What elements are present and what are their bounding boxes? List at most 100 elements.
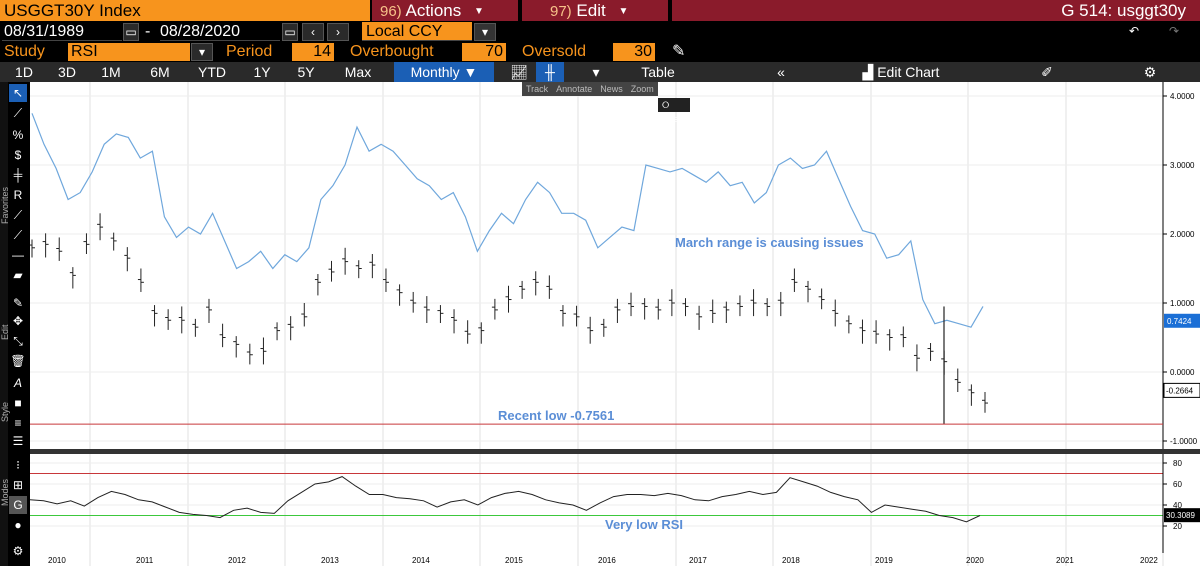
popup-annotate-button[interactable]: Annotate bbox=[552, 82, 597, 96]
trend-tool-icon[interactable]: ⟋ bbox=[13, 228, 23, 242]
x-tick-label: 2010 bbox=[48, 556, 66, 565]
last-price-badge-blue bbox=[1164, 313, 1200, 328]
edit-label: Edit bbox=[576, 1, 606, 20]
actions-menu[interactable]: 96) Actions ▼ bbox=[372, 0, 518, 21]
chart-area[interactable]: 4.0000 3.0000 2.0000 1.0000 0.0000 -1.0000 0.7… bbox=[30, 82, 1200, 566]
popup-zoom-button[interactable]: Zoom bbox=[626, 82, 658, 96]
pointer-icon[interactable]: ↖ bbox=[9, 84, 27, 102]
line-weight-icon[interactable]: ☰ bbox=[12, 434, 24, 448]
gear-icon[interactable]: ⚙ bbox=[1143, 64, 1157, 80]
range-1y-button[interactable]: 1Y bbox=[253, 64, 271, 80]
resize-icon[interactable]: ⤡ bbox=[13, 334, 23, 348]
edit-number: 97) bbox=[550, 3, 572, 20]
currency-select[interactable]: Local CCY bbox=[362, 22, 472, 41]
draw-tool-icon[interactable]: ⟋ bbox=[13, 208, 23, 222]
popup-news-button[interactable]: News bbox=[596, 82, 627, 96]
ticker-field[interactable]: USGGT30Y Index bbox=[0, 0, 370, 21]
dollar-tool-icon[interactable]: $ bbox=[14, 148, 22, 162]
next-period-button[interactable]: › bbox=[327, 23, 349, 41]
table-button[interactable]: Table bbox=[641, 64, 675, 80]
x-tick-label: 2019 bbox=[875, 556, 893, 565]
period-input[interactable]: 14 bbox=[292, 43, 334, 61]
fib-tool-icon[interactable]: ╪ bbox=[13, 168, 23, 182]
range-5y-button[interactable]: 5Y bbox=[297, 64, 315, 80]
line-tool-icon[interactable]: ⟋ bbox=[13, 106, 23, 120]
start-date-field[interactable]: 08/31/1989 bbox=[2, 22, 122, 41]
style-side-label: Style bbox=[0, 401, 10, 422]
chevron-down-icon[interactable]: ▾ bbox=[474, 23, 496, 41]
x-tick-label: 2018 bbox=[782, 556, 800, 565]
range-tool-icon[interactable]: R bbox=[13, 188, 23, 202]
x-tick-label: 2015 bbox=[505, 556, 523, 565]
x-axis-strip bbox=[30, 553, 1200, 566]
channel-tool-icon[interactable]: ▰ bbox=[13, 268, 23, 282]
trash-icon[interactable]: 🗑︎ bbox=[10, 354, 26, 368]
modes-side-label: Modes bbox=[0, 478, 10, 506]
overbought-input[interactable]: 70 bbox=[462, 43, 506, 61]
actions-label: Actions bbox=[405, 1, 462, 20]
line-style-icon[interactable]: ≡ bbox=[14, 416, 22, 430]
palette-icon[interactable]: ● bbox=[14, 518, 22, 532]
pencil-icon[interactable]: ✎ bbox=[672, 43, 686, 60]
calendar-icon[interactable]: ▭ bbox=[282, 23, 298, 41]
x-tick-label: 2021 bbox=[1056, 556, 1074, 565]
favorites-label: Favorites bbox=[0, 186, 10, 224]
range-max-button[interactable]: Max bbox=[344, 64, 372, 80]
collapse-icon[interactable]: « bbox=[777, 64, 785, 80]
last-price-badge-black bbox=[1163, 382, 1200, 398]
annotate-icon[interactable]: ✐ bbox=[1041, 64, 1053, 80]
edit-side-label: Edit bbox=[0, 324, 10, 340]
range-6m-button[interactable]: 6M bbox=[150, 64, 170, 80]
x-tick-label: 2020 bbox=[966, 556, 984, 565]
pen-icon[interactable]: ✎ bbox=[12, 296, 24, 310]
bar-chart-icon[interactable]: ╫ bbox=[536, 62, 564, 82]
annotation-march-range: March range is causing issues bbox=[675, 235, 864, 250]
undo-icon[interactable]: ↶ bbox=[1120, 23, 1148, 41]
color-swatch-icon[interactable]: ■ bbox=[14, 396, 22, 410]
annotation-recent-low: Recent low -0.7561 bbox=[498, 408, 614, 423]
range-3d-button[interactable]: 3D bbox=[58, 64, 76, 80]
calendar-icon[interactable]: ▭ bbox=[123, 23, 139, 41]
x-tick-label: 2022 bbox=[1140, 556, 1158, 565]
percent-tool-icon[interactable]: % bbox=[12, 128, 24, 142]
popup-track-button[interactable]: Track bbox=[522, 82, 553, 96]
line-chart-icon[interactable]: 📈︎ bbox=[510, 64, 528, 80]
annotation-very-low-rsi: Very low RSI bbox=[605, 517, 683, 532]
chevron-down-icon[interactable]: ▾ bbox=[592, 64, 600, 80]
study-select[interactable]: RSI bbox=[68, 43, 190, 61]
y-tick-label: 3.0000 bbox=[1170, 161, 1195, 170]
frequency-label: Monthly bbox=[410, 64, 460, 80]
reset-button[interactable]: ⭘ Reset bbox=[658, 98, 690, 124]
crosshair-mode-icon[interactable]: ⁝ bbox=[16, 458, 20, 472]
function-code: G 514: usggt30y bbox=[672, 0, 1200, 21]
rsi-line bbox=[30, 476, 981, 523]
edit-menu[interactable]: 97) Edit ▼ bbox=[522, 0, 668, 21]
chevron-down-icon[interactable]: ▾ bbox=[191, 43, 213, 61]
move-icon[interactable]: ✥ bbox=[12, 314, 24, 328]
oversold-input[interactable]: 30 bbox=[613, 43, 655, 61]
overbought-label: Overbought bbox=[350, 43, 434, 60]
left-toolbar: ↖ ⟋ % $ ╪ R ⟋ ⟋ — ▰ ✎ ✥ ⤡ 🗑︎ A ■ ≡ ☰ ⁝ ⊞… bbox=[0, 82, 30, 566]
edit-chart-button[interactable]: ▟ Edit Chart bbox=[836, 62, 966, 82]
x-tick-label: 2012 bbox=[228, 556, 246, 565]
compare-mode-icon[interactable]: G bbox=[9, 496, 27, 514]
frequency-select[interactable]: Monthly ▼ bbox=[394, 62, 494, 82]
blue-series-line bbox=[31, 113, 984, 328]
range-ytd-button[interactable]: YTD bbox=[198, 64, 226, 80]
redo-icon[interactable]: ↷ bbox=[1160, 23, 1188, 41]
end-date-field[interactable]: 08/28/2020 bbox=[160, 22, 280, 41]
date-separator: - bbox=[145, 22, 155, 41]
prev-period-button[interactable]: ‹ bbox=[302, 23, 324, 41]
settings-icon[interactable]: ⚙ bbox=[12, 544, 24, 558]
text-style-icon[interactable]: A bbox=[13, 376, 22, 390]
snap-mode-icon[interactable]: ⊞ bbox=[12, 478, 24, 492]
rsi-y-tick-label: 60 bbox=[1173, 480, 1182, 489]
chart-background bbox=[30, 82, 1200, 566]
oversold-label: Oversold bbox=[522, 43, 587, 60]
rsi-value-badge bbox=[1164, 508, 1200, 523]
horizontal-line-icon[interactable]: — bbox=[12, 248, 24, 262]
chevron-down-icon: ▼ bbox=[618, 6, 629, 18]
x-tick-label: 2013 bbox=[321, 556, 339, 565]
range-1d-button[interactable]: 1D bbox=[15, 64, 33, 80]
range-1m-button[interactable]: 1M bbox=[101, 64, 121, 80]
